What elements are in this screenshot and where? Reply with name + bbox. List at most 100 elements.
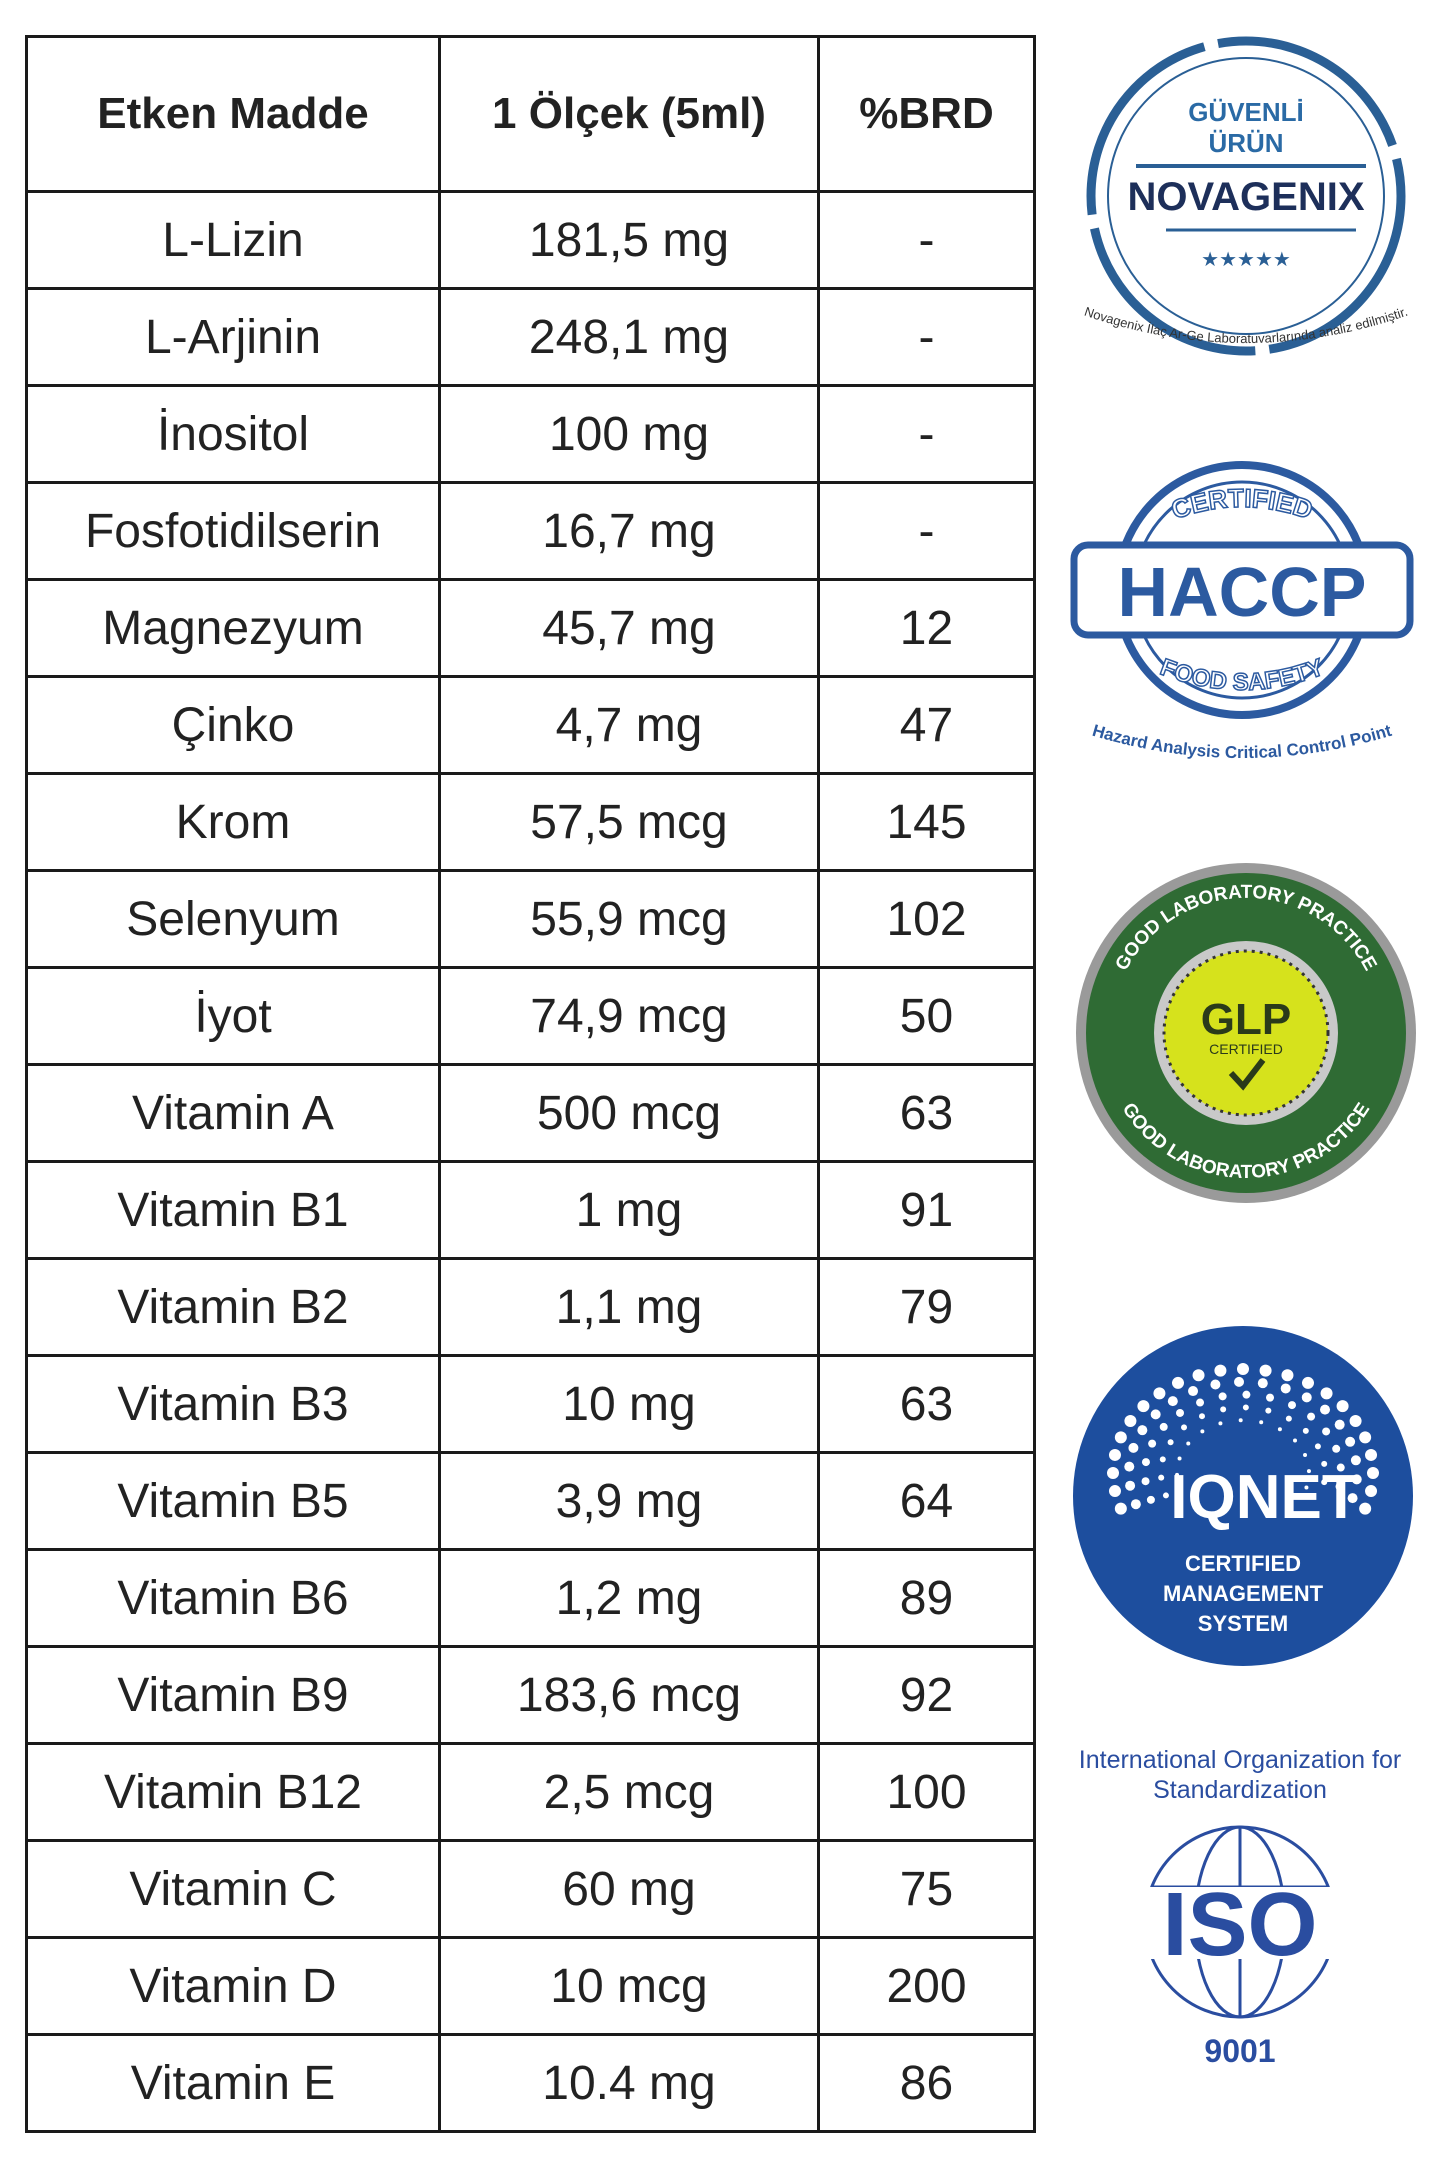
dot-mark xyxy=(1285,1415,1292,1422)
amount-cell: 183,6 mcg xyxy=(438,1645,820,1745)
rda-cell: 91 xyxy=(817,1160,1036,1260)
dot-mark xyxy=(1237,1363,1249,1375)
rda-cell: 89 xyxy=(817,1548,1036,1648)
amount-cell: 248,1 mg xyxy=(438,287,820,387)
ingredient-cell: Vitamin B1 xyxy=(25,1160,441,1260)
dot-mark xyxy=(1137,1425,1148,1436)
iso-main-text: ISO xyxy=(1162,1875,1317,1975)
table-row: İnositol 100 mg - xyxy=(25,384,1036,484)
amount-cell: 10 mg xyxy=(438,1354,820,1454)
iqnet-sub3: SYSTEM xyxy=(1198,1611,1288,1636)
header-rda: %BRD xyxy=(817,35,1036,193)
ingredient-cell: Vitamin D xyxy=(25,1936,441,2036)
dot-mark xyxy=(1107,1467,1119,1479)
table-row: Krom 57,5 mcg 145 xyxy=(25,772,1036,872)
dot-mark xyxy=(1302,1427,1309,1434)
rda-cell: 64 xyxy=(817,1451,1036,1551)
dot-mark xyxy=(1259,1364,1272,1377)
novagenix-line2: ÜRÜN xyxy=(1208,128,1283,158)
dot-mark xyxy=(1281,1369,1294,1382)
rda-cell: - xyxy=(817,384,1036,484)
dot-mark xyxy=(1359,1502,1372,1515)
ingredients-table: Etken Madde 1 Ölçek (5ml) %BRD L-Lizin 18… xyxy=(25,35,1036,2133)
iso-arc-text: International Organization for Standardi… xyxy=(1078,1746,1402,1804)
ingredient-cell: Vitamin B5 xyxy=(25,1451,441,1551)
iso-number: 9001 xyxy=(1204,2033,1275,2069)
dot-mark xyxy=(1257,1378,1268,1389)
dot-mark xyxy=(1177,1456,1182,1461)
dot-mark xyxy=(1336,1400,1349,1413)
table-header-row: Etken Madde 1 Ölçek (5ml) %BRD xyxy=(25,35,1036,193)
glp-certified-logo: GOOD LABORATORY PRACTICE GOOD LABORATORY… xyxy=(1076,863,1416,1203)
rda-cell: 92 xyxy=(817,1645,1036,1745)
iqnet-sub1: CERTIFIED xyxy=(1185,1551,1301,1576)
ingredient-cell: Selenyum xyxy=(25,869,441,969)
dot-mark xyxy=(1280,1383,1291,1394)
table-row: Vitamin B3 10 mg 63 xyxy=(25,1354,1036,1454)
dot-mark xyxy=(1302,1376,1314,1389)
dot-mark xyxy=(1335,1482,1344,1491)
amount-cell: 10 mcg xyxy=(438,1936,820,2036)
rda-cell: 86 xyxy=(817,2033,1036,2133)
haccp-top-text: CERTIFIED xyxy=(1168,483,1317,525)
dot-mark xyxy=(1114,1502,1127,1515)
rda-cell: 200 xyxy=(817,1936,1036,2036)
ingredient-cell: Vitamin C xyxy=(25,1839,441,1939)
dot-mark xyxy=(1307,1412,1316,1421)
table-row: Vitamin B2 1,1 mg 79 xyxy=(25,1257,1036,1357)
table-row: Vitamin B1 1 mg 91 xyxy=(25,1160,1036,1260)
dot-mark xyxy=(1336,1463,1345,1472)
amount-cell: 1,1 mg xyxy=(438,1257,820,1357)
dot-mark xyxy=(1128,1442,1139,1453)
table-row: Selenyum 55,9 mcg 102 xyxy=(25,869,1036,969)
ingredient-cell: Fosfotidilserin xyxy=(25,481,441,581)
dot-mark xyxy=(1210,1379,1221,1390)
dot-mark xyxy=(1303,1452,1308,1457)
dot-mark xyxy=(1141,1458,1150,1467)
dot-mark xyxy=(1130,1499,1141,1510)
glp-sub-text: CERTIFIED xyxy=(1209,1041,1283,1057)
amount-cell: 16,7 mg xyxy=(438,481,820,581)
dot-mark xyxy=(1306,1469,1311,1474)
ingredient-cell: Vitamin E xyxy=(25,2033,441,2133)
amount-cell: 55,9 mcg xyxy=(438,869,820,969)
haccp-main-text: HACCP xyxy=(1118,553,1367,631)
dot-mark xyxy=(1167,1439,1174,1446)
dot-mark xyxy=(1265,1407,1272,1414)
ingredient-cell: Vitamin B2 xyxy=(25,1257,441,1357)
header-ingredient: Etken Madde xyxy=(25,35,441,193)
dot-mark xyxy=(1200,1429,1205,1434)
dot-mark xyxy=(1320,1387,1333,1400)
dot-mark xyxy=(1359,1431,1372,1444)
dot-mark xyxy=(1124,1415,1137,1427)
dot-mark xyxy=(1293,1438,1298,1443)
rda-cell: 47 xyxy=(817,675,1036,775)
iqnet-sub2: MANAGEMENT xyxy=(1163,1581,1324,1606)
ingredient-cell: Krom xyxy=(25,772,441,872)
table-row: L-Arjinin 248,1 mg - xyxy=(25,287,1036,387)
dot-mark xyxy=(1304,1485,1309,1490)
novagenix-line1: GÜVENLİ xyxy=(1188,97,1304,127)
ingredient-cell: L-Lizin xyxy=(25,190,441,290)
amount-cell: 500 mcg xyxy=(438,1063,820,1163)
dot-mark xyxy=(1108,1485,1121,1498)
dot-mark xyxy=(1350,1455,1361,1466)
dot-mark xyxy=(1108,1448,1121,1461)
dot-mark xyxy=(1159,1422,1168,1431)
dot-mark xyxy=(1199,1413,1205,1420)
dot-mark xyxy=(1141,1477,1150,1486)
dot-mark xyxy=(1148,1439,1157,1448)
amount-cell: 45,7 mg xyxy=(438,578,820,678)
dot-mark xyxy=(1321,1460,1328,1467)
novagenix-arc-text: Novagenix İlaç Ar-Ge Laboratuvarlarında … xyxy=(1083,304,1410,346)
ingredient-cell: İnositol xyxy=(25,384,441,484)
dot-mark xyxy=(1259,1420,1264,1425)
dot-mark xyxy=(1125,1480,1136,1491)
dot-mark xyxy=(1176,1408,1185,1417)
dot-mark xyxy=(1159,1456,1166,1463)
iso-9001-logo: ISO 9001 xyxy=(1120,1825,1360,2069)
ingredient-cell: Vitamin B3 xyxy=(25,1354,441,1454)
dot-mark xyxy=(1301,1392,1312,1403)
ingredient-cell: Vitamin A xyxy=(25,1063,441,1163)
dot-mark xyxy=(1214,1364,1227,1377)
